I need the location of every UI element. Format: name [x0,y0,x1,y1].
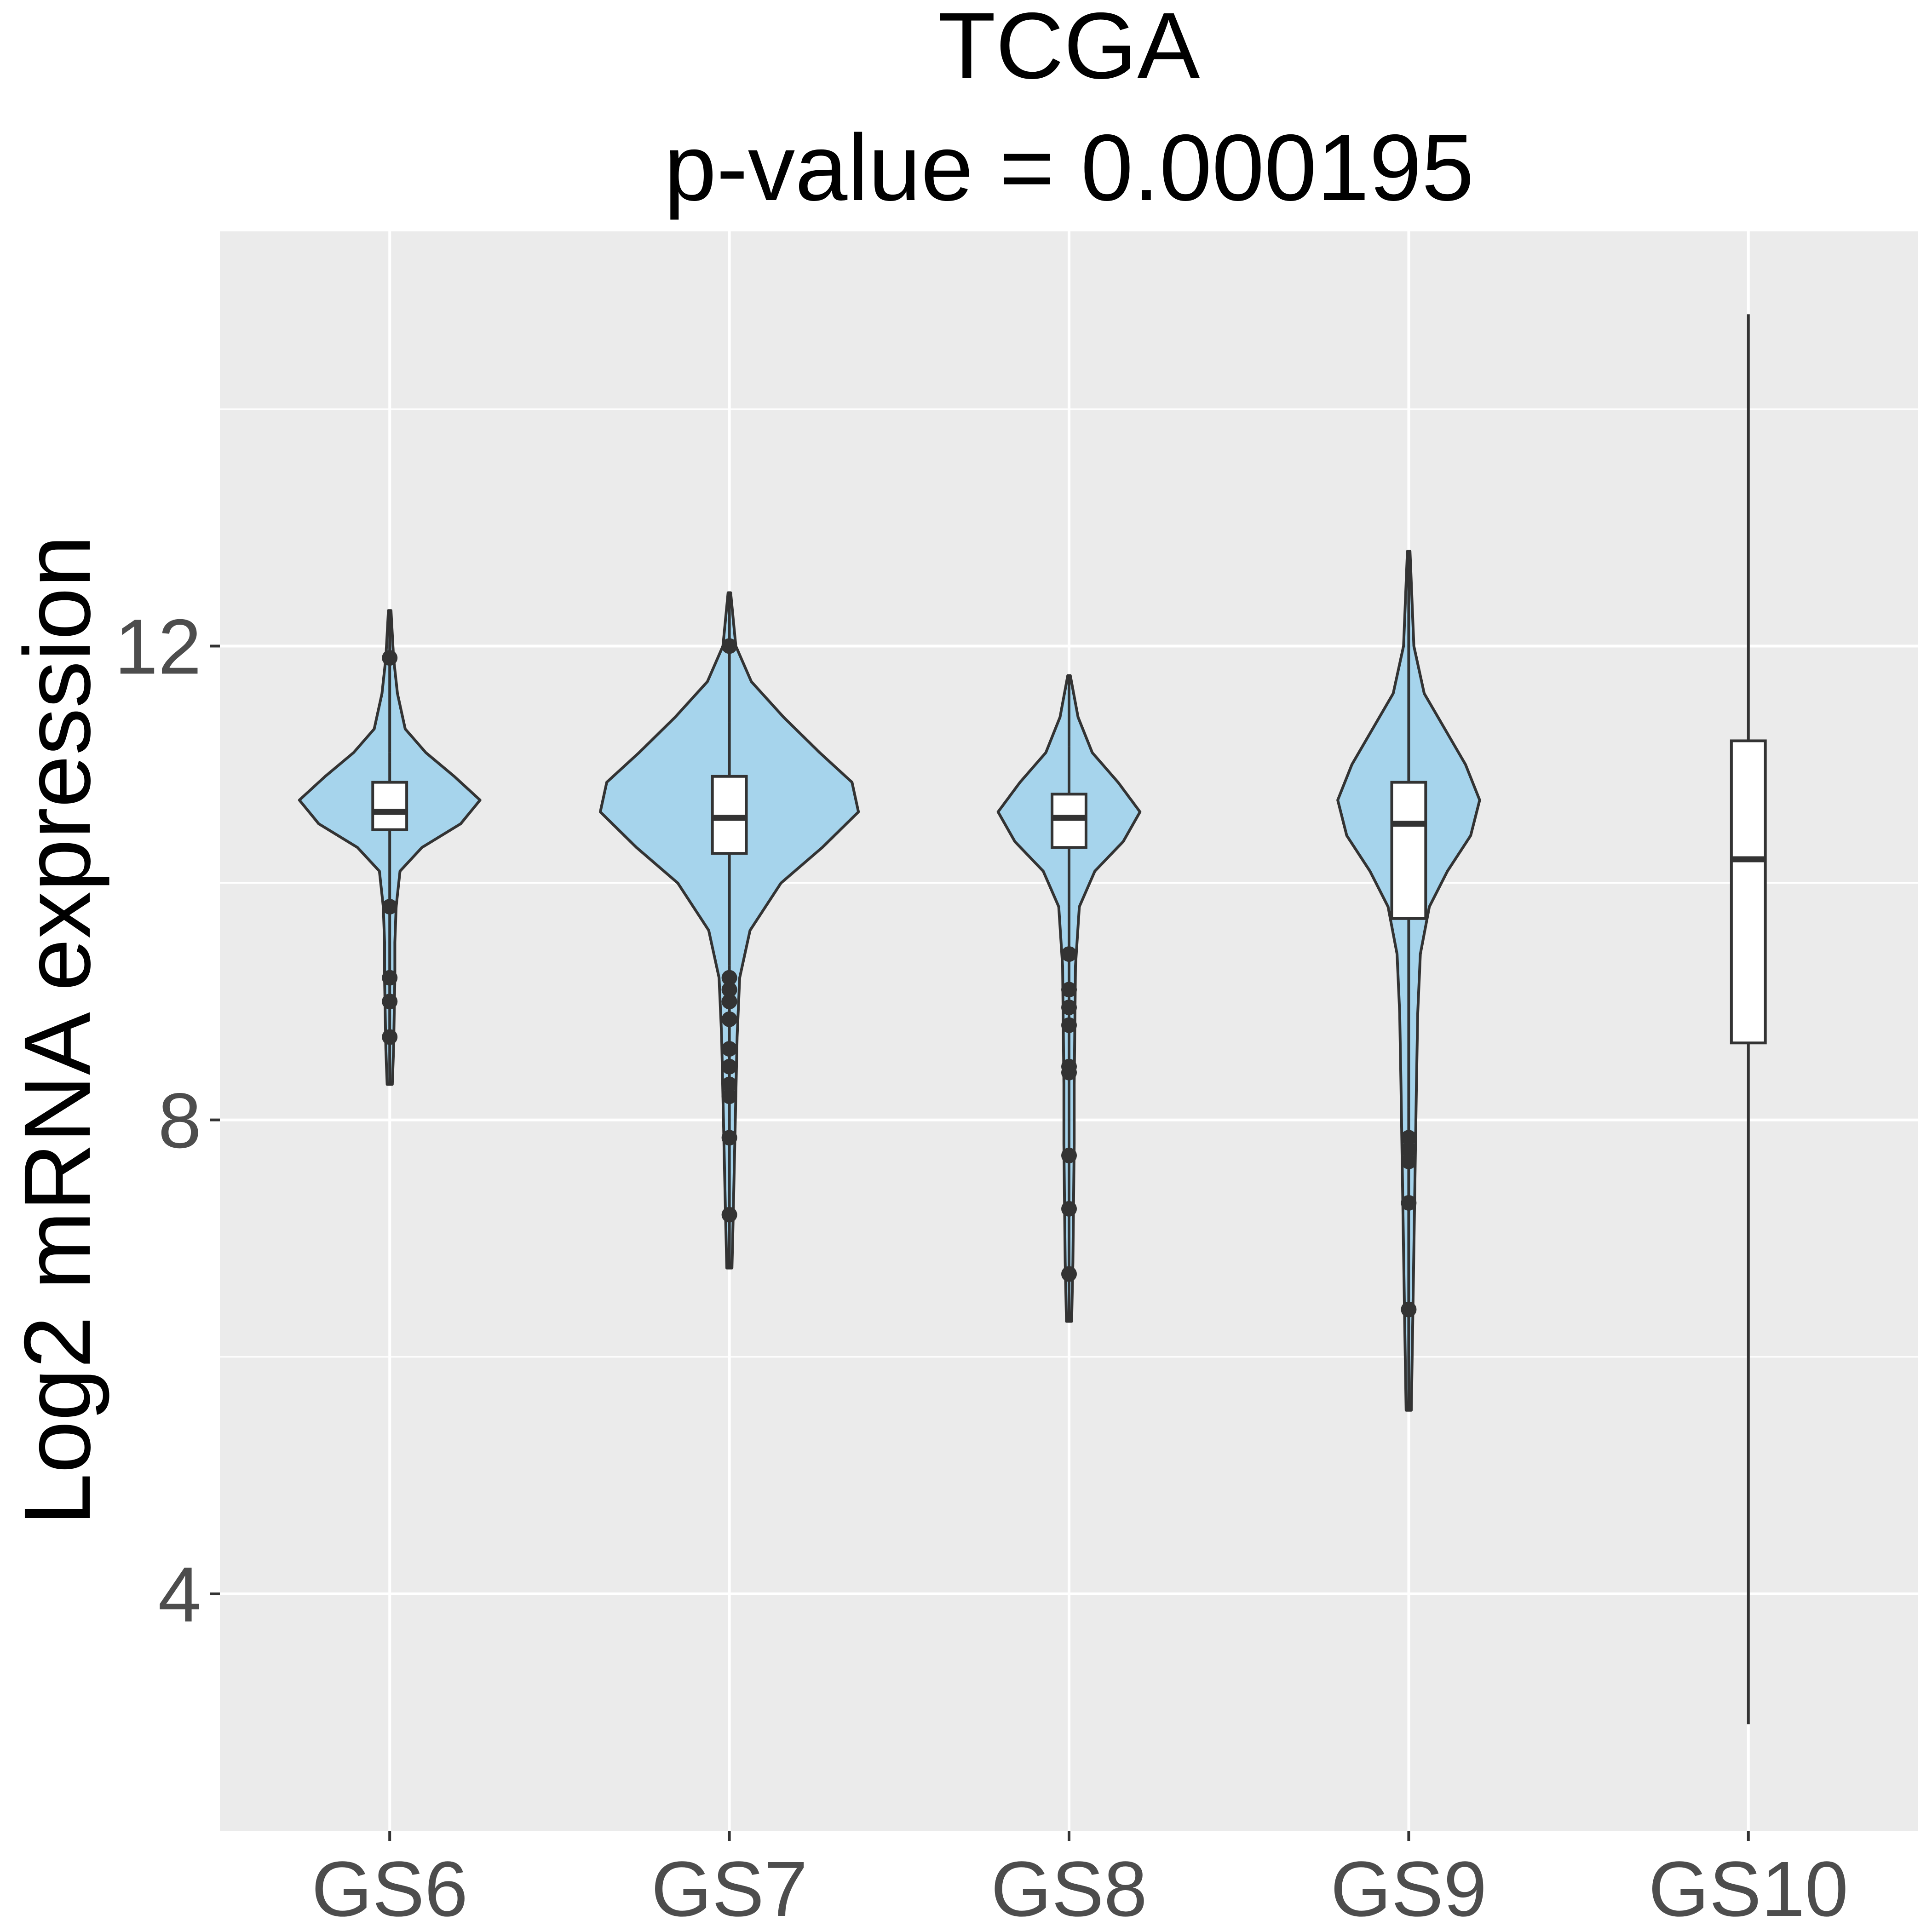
outlier-point [721,994,737,1010]
outlier-point [721,982,737,998]
box-GS9 [1390,781,1427,920]
chart-title: TCGA [938,0,1200,98]
x-tick-label: GS8 [991,1846,1147,1932]
x-tick-label: GS7 [651,1846,808,1932]
outlier-point [1061,1266,1077,1282]
violins [298,314,1767,1725]
outlier-point [1401,1153,1417,1169]
outlier-point [1401,1130,1417,1146]
outlier-point [382,1029,398,1045]
outlier-point [1061,999,1077,1015]
outlier-point [1061,1147,1077,1163]
outlier-point [721,638,737,654]
y-axis: 4 8 12 [115,603,220,1639]
outlier-point [721,1076,737,1092]
y-tick-label: 4 [158,1551,201,1639]
outlier-point [1061,982,1077,998]
y-axis-title: Log2 mRNA expression [5,535,110,1526]
outlier-point [382,899,398,915]
y-tick-label: 12 [115,603,201,690]
outlier-point [1401,1301,1417,1317]
outlier-point [382,970,398,986]
outlier-point [382,650,398,666]
outlier-point [1061,946,1077,962]
outlier-point [721,970,737,986]
outlier-point [721,1088,737,1104]
outlier-point [1061,1017,1077,1033]
x-tick-label: GS9 [1330,1846,1487,1932]
outlier-point [1061,1064,1077,1081]
x-tick-label: GS10 [1648,1846,1848,1932]
outlier-point [382,994,398,1010]
outlier-point [1401,1142,1417,1158]
y-tick-label: 8 [158,1077,201,1165]
outlier-point [721,1058,737,1075]
outlier-point [721,1041,737,1057]
outlier-point [1401,1195,1417,1211]
outlier-point [721,1207,737,1223]
chart-subtitle: p-value = 0.000195 [664,115,1474,220]
box-GS6 [371,781,408,831]
box-GS10 [1730,739,1767,1045]
outlier-point [1061,1201,1077,1217]
outlier-point [721,1011,737,1027]
outlier-point [721,1130,737,1146]
x-axis: GS6 GS7 GS8 GS9 GS10 [311,1831,1848,1932]
x-tick-label: GS6 [311,1846,468,1932]
